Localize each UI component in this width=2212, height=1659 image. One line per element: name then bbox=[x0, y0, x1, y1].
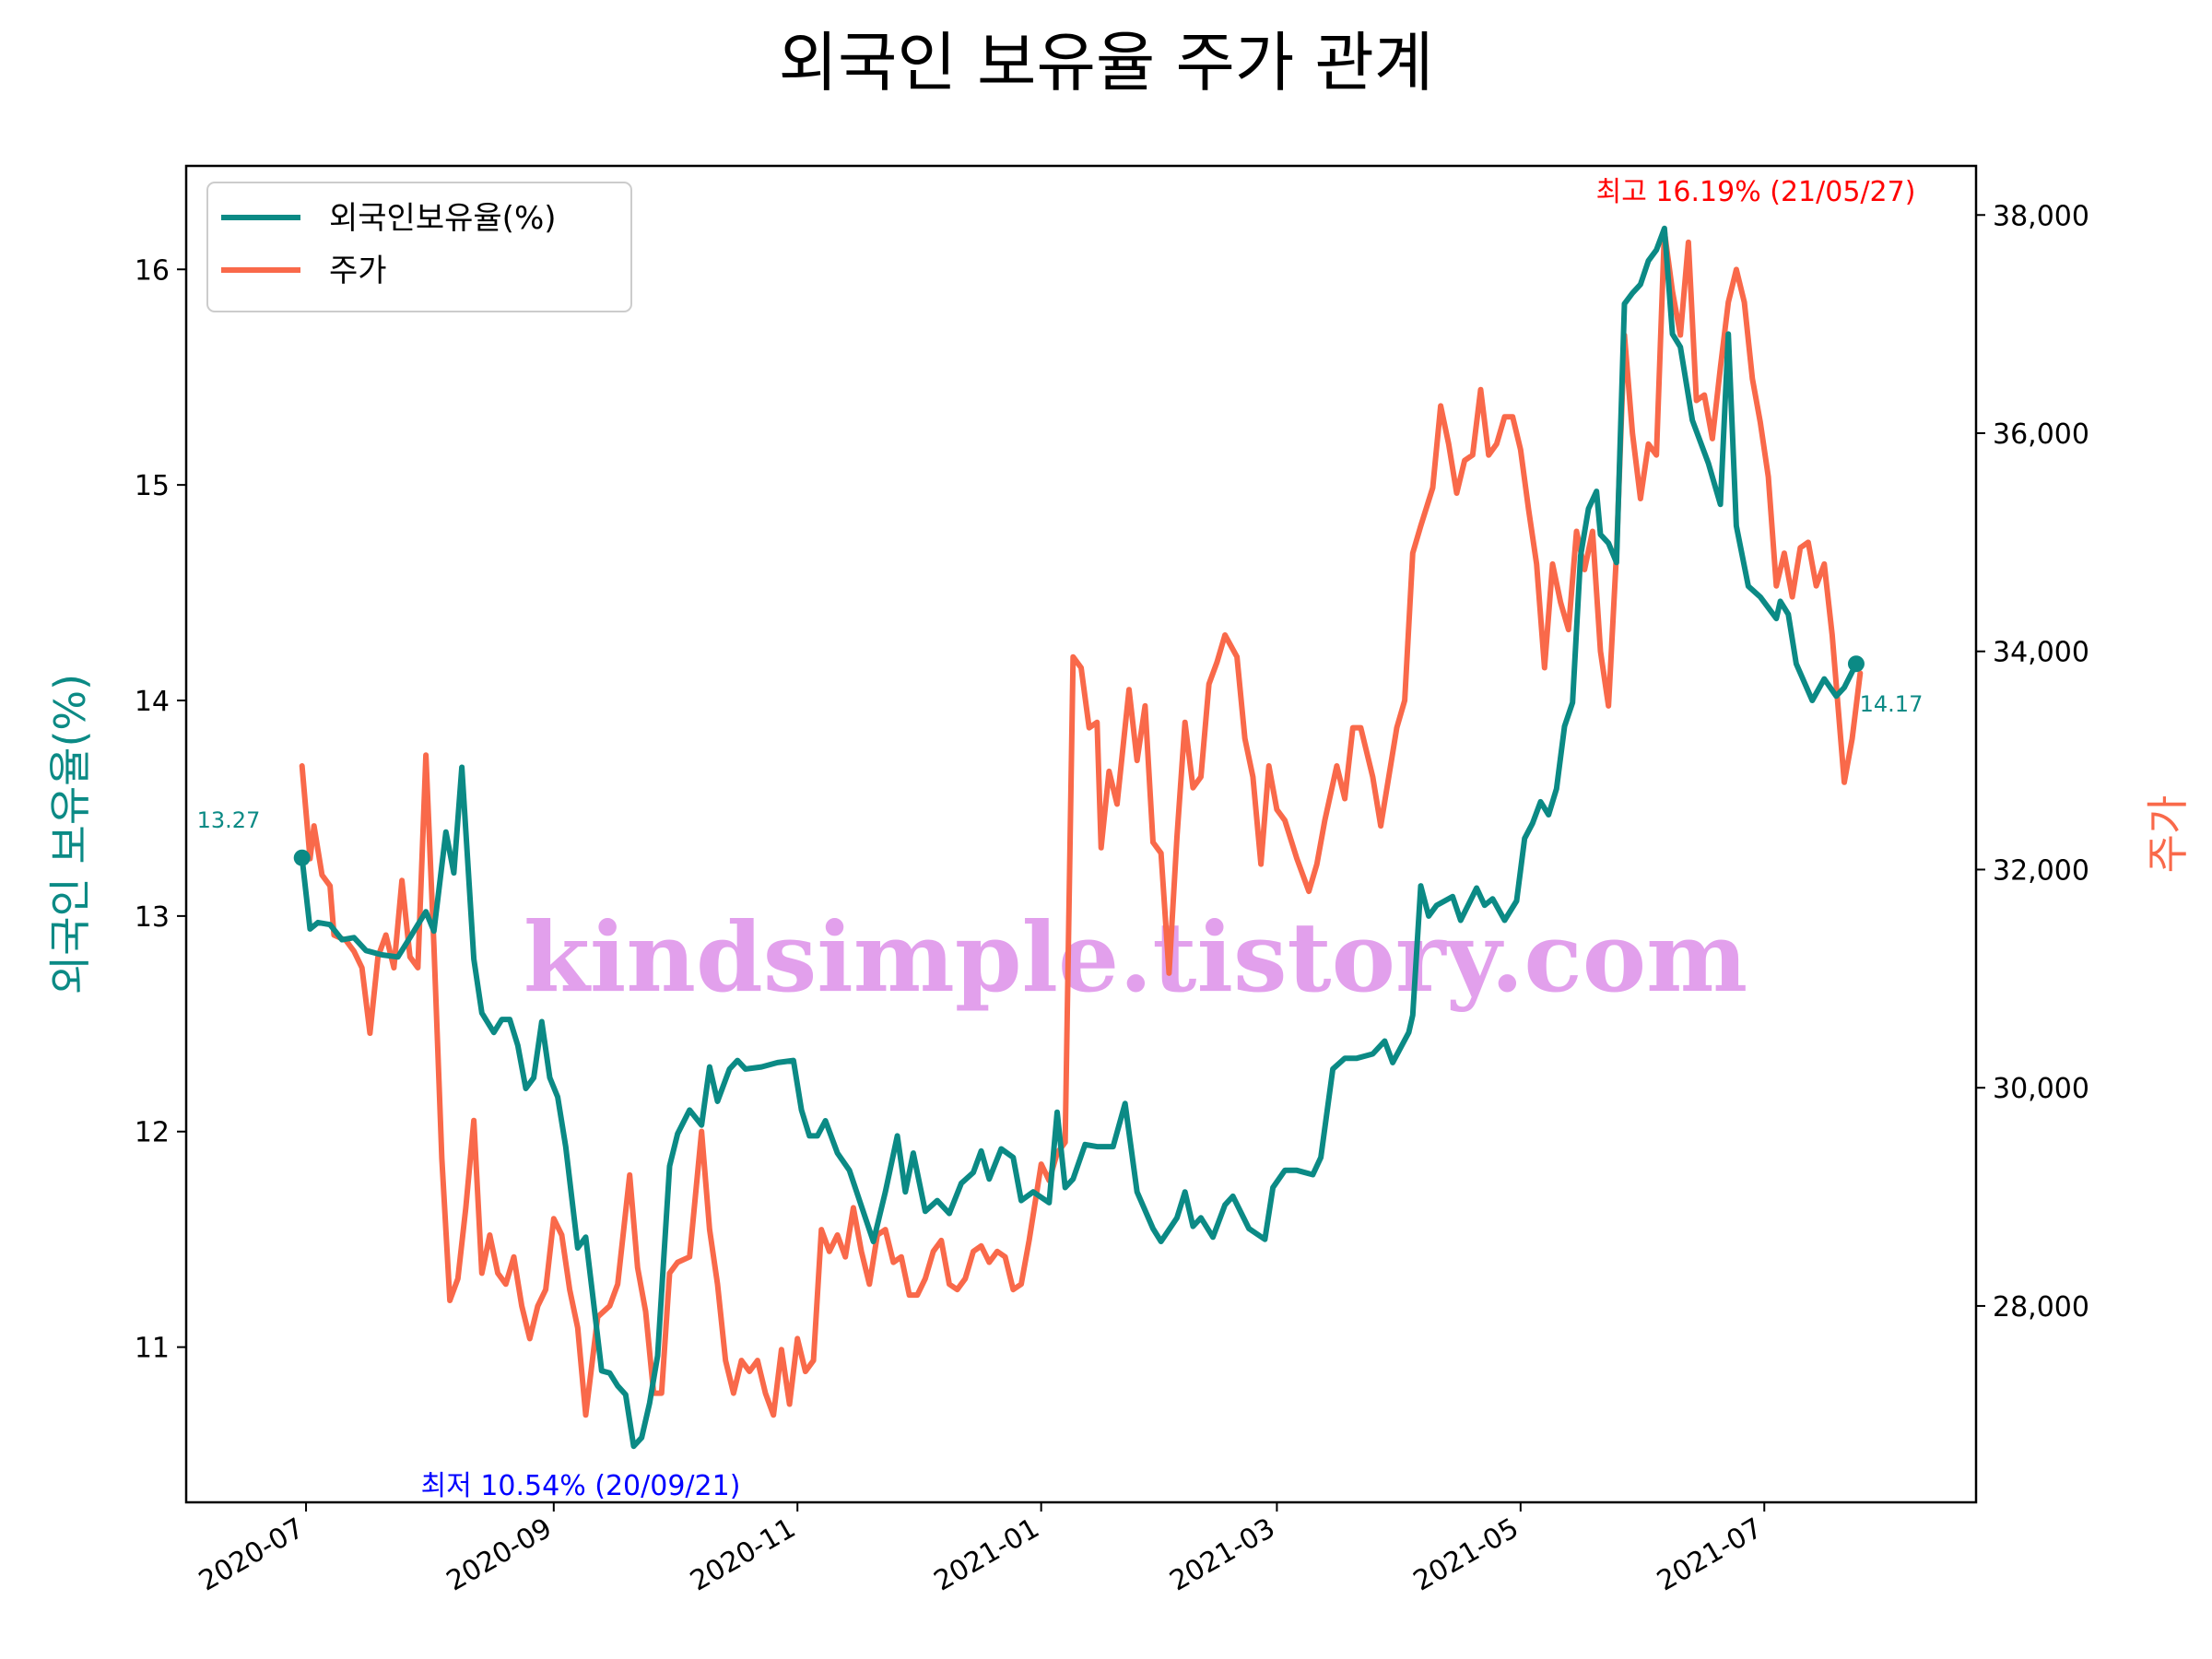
start-point-marker bbox=[293, 849, 311, 866]
right-y-tick-label: 28,000 bbox=[1993, 1291, 2089, 1324]
series-layer bbox=[299, 225, 1864, 1450]
right-y-tick-label: 32,000 bbox=[1993, 854, 2089, 887]
left-y-axis-label: 외국인 보유율(%) bbox=[45, 674, 95, 994]
chart-title: 외국인 보유율 주가 관계 bbox=[779, 25, 1434, 100]
max-annotation: 최고 16.19% (21/05/27) bbox=[1596, 176, 1916, 208]
stock-price-line bbox=[299, 229, 1864, 1418]
right-y-tick-label: 38,000 bbox=[1993, 200, 2089, 232]
right-y-axis: 28,000 30,000 32,000 34,000 36,000 38,000 bbox=[1976, 200, 2089, 1324]
left-y-tick-label: 13 bbox=[135, 901, 170, 934]
holding-ratio-line bbox=[299, 225, 1859, 1450]
right-y-tick-label: 34,000 bbox=[1993, 637, 2089, 669]
legend-label-holding: 외국인보유율(%) bbox=[329, 200, 557, 237]
marker-layer bbox=[293, 655, 1865, 866]
start-value-label: 13.27 bbox=[197, 807, 261, 833]
legend: 외국인보유율(%) 주가 bbox=[206, 182, 632, 312]
left-y-tick-label: 16 bbox=[135, 254, 170, 287]
left-y-tick-label: 11 bbox=[135, 1333, 170, 1365]
watermark-layer: kindsimple.tistory.com bbox=[524, 900, 1747, 1014]
plot-area-frame bbox=[184, 164, 1978, 1504]
left-y-tick-label: 15 bbox=[135, 470, 170, 502]
end-value-label: 14.17 bbox=[1860, 691, 1924, 717]
right-y-axis-label: 주가 bbox=[2143, 795, 2193, 874]
left-y-tick-label: 12 bbox=[135, 1117, 170, 1149]
right-y-tick-label: 36,000 bbox=[1993, 418, 2089, 451]
end-point-marker bbox=[1847, 655, 1865, 673]
legend-label-price: 주가 bbox=[329, 253, 387, 289]
left-y-tick-label: 14 bbox=[135, 686, 170, 718]
left-y-axis: 11 12 13 14 15 16 bbox=[135, 254, 186, 1365]
right-y-tick-label: 30,000 bbox=[1993, 1073, 2089, 1105]
legend-box bbox=[206, 182, 632, 312]
min-annotation: 최저 10.54% (20/09/21) bbox=[421, 1470, 741, 1502]
watermark-text: kindsimple.tistory.com bbox=[524, 900, 1747, 1014]
